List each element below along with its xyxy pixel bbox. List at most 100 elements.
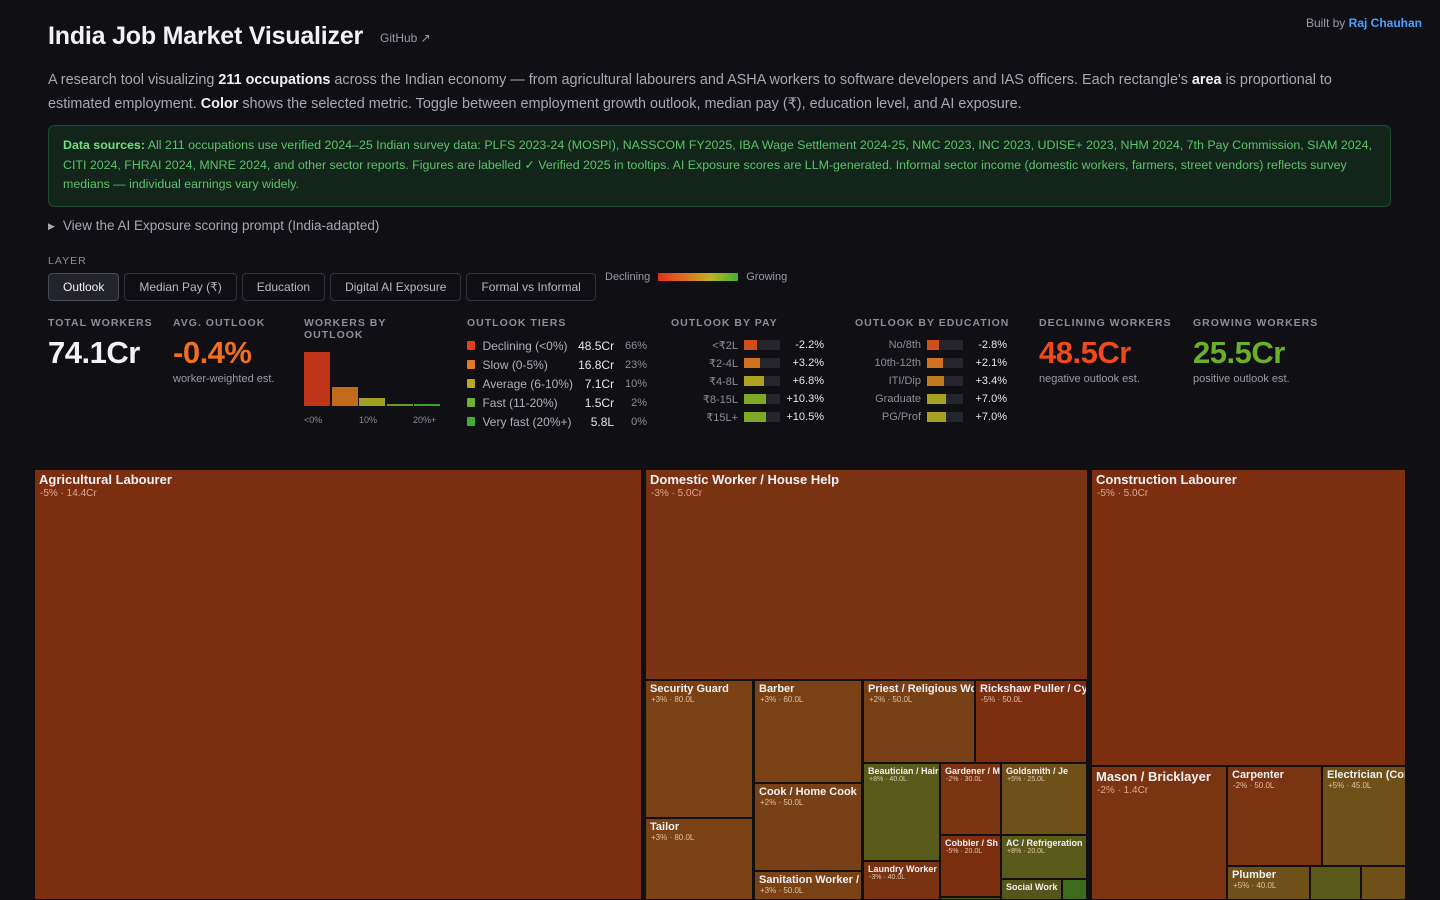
breakdown-row: Graduate +7.0% — [855, 390, 1007, 408]
treemap-cell[interactable]: Priest / Religious Wo +2% · 50.0L — [863, 680, 975, 763]
treemap-cell-title: Construction Labourer — [1096, 472, 1237, 487]
stat-growing-workers: GROWING WORKERS 25.5Cr positive outlook … — [1193, 317, 1318, 385]
treemap-cell[interactable]: Tailor +3% · 80.0L — [645, 818, 753, 900]
treemap-cell[interactable]: Sanitation Worker / +3% · 50.0L — [754, 871, 862, 900]
treemap-cell[interactable]: Construction Labourer -5% · 5.0Cr — [1091, 469, 1406, 766]
tier-percent: 2% — [631, 396, 647, 409]
breakdown-fill — [744, 412, 766, 422]
legend-left-label: Declining — [605, 271, 651, 283]
breakdown-track — [744, 376, 780, 386]
breakdown-fill — [927, 394, 946, 404]
breakdown-row: No/8th -2.8% — [855, 336, 1007, 354]
treemap-cell[interactable] — [1310, 866, 1361, 900]
treemap-cell[interactable]: Security Guard +3% · 80.0L — [645, 680, 753, 818]
treemap-cell[interactable]: Mason / Bricklayer -2% · 1.4Cr — [1091, 766, 1227, 900]
histogram-tick: 20%+ — [413, 415, 437, 425]
treemap-cell-title: Electrician (Constr — [1327, 769, 1405, 781]
breakdown-label: ₹15L+ — [706, 411, 738, 424]
stat-label: OUTLOOK BY EDUCATION — [855, 317, 1010, 329]
treemap-cell[interactable]: Rickshaw Puller / Cy -5% · 50.0L — [975, 680, 1087, 763]
treemap-cell[interactable]: Beautician / Hair +8% · 40.0L — [863, 763, 940, 861]
layer-label: LAYER — [48, 255, 87, 267]
histogram-ticks: <0% 10% 20%+ — [304, 415, 444, 427]
github-link[interactable]: GitHub ↗ — [380, 31, 431, 45]
treemap-cell[interactable]: Agricultural Labourer -5% · 14.4Cr — [34, 469, 642, 900]
treemap-cell-title: Cook / Home Cook — [759, 786, 857, 798]
breakdown-track — [927, 394, 963, 404]
stat-label: DECLINING WORKERS — [1039, 317, 1172, 329]
tier-row: Declining (<0%) 48.5Cr 66% — [467, 336, 647, 355]
stat-value: -0.4% — [173, 335, 252, 370]
author-link[interactable]: Raj Chauhan — [1348, 16, 1422, 30]
tier-count: 16.8Cr — [578, 357, 615, 372]
breakdown-label: ITI/Dip — [888, 375, 921, 387]
scoring-prompt-toggle[interactable]: ▶ View the AI Exposure scoring prompt (In… — [48, 218, 379, 233]
tab-formal-informal[interactable]: Formal vs Informal — [466, 273, 596, 301]
education-breakdown: No/8th -2.8% 10th-12th +2.1% ITI/Dip +3.4% Gra… — [855, 336, 1025, 436]
tab-outlook[interactable]: Outlook — [48, 273, 120, 301]
treemap-cell[interactable]: Laundry Worker -3% · 40.0L — [863, 861, 940, 900]
treemap-cell[interactable]: Barber +3% · 60.0L — [754, 680, 862, 783]
breakdown-row: PG/Prof +7.0% — [855, 408, 1007, 426]
stat-outlook-tiers: OUTLOOK TIERS Declining (<0%) 48.5Cr 66% Sl… — [467, 317, 657, 436]
breakdown-track — [927, 358, 963, 368]
intro-bold: Color — [200, 96, 239, 112]
scoring-prompt-label: View the AI Exposure scoring prompt (Ind… — [62, 218, 380, 233]
breakdown-fill — [927, 376, 944, 386]
treemap-cell-title: Security Guard — [650, 683, 729, 695]
stat-declining-workers: DECLINING WORKERS 48.5Cr negative outloo… — [1039, 317, 1172, 385]
treemap-cell-title: Domestic Worker / House Help — [650, 472, 840, 487]
breakdown-row: ₹2-4L +3.2% — [671, 354, 824, 372]
tab-ai-exposure[interactable]: Digital AI Exposure — [330, 273, 462, 301]
treemap-cell[interactable]: Electrician (Constr+5% · 45.0L — [1322, 766, 1406, 866]
tab-median-pay[interactable]: Median Pay (₹) — [124, 273, 237, 301]
intro-bold: area — [1191, 72, 1222, 88]
occupation-treemap: Agricultural Labourer -5% · 14.4Cr Domesti… — [34, 469, 1406, 900]
breakdown-value: +2.1% — [975, 357, 1008, 369]
histogram-tick: 10% — [359, 415, 378, 425]
tier-count: 7.1Cr — [584, 376, 615, 391]
breakdown-value: +10.3% — [786, 393, 824, 405]
breakdown-row: <₹2L -2.2% — [671, 336, 824, 354]
treemap-cell[interactable]: Cobbler / Sh -5% · 20.0L — [940, 835, 1001, 897]
legend-right-label: Growing — [746, 271, 788, 283]
treemap-cell[interactable]: Carpenter -2% · 50.0L — [1227, 766, 1322, 866]
breakdown-value: -2.2% — [795, 339, 824, 351]
treemap-cell-sub: +5% · 40.0L — [1233, 881, 1277, 890]
treemap-cell[interactable] — [1062, 879, 1087, 900]
treemap-cell[interactable]: Plumber +5% · 40.0L — [1227, 866, 1310, 900]
tier-count: 48.5Cr — [578, 338, 615, 353]
treemap-cell-title: Agricultural Labourer — [39, 472, 172, 487]
breakdown-fill — [927, 358, 943, 368]
breakdown-track — [744, 412, 780, 422]
tier-percent: 0% — [631, 415, 647, 428]
treemap-cell-title: Plumber — [1232, 869, 1277, 881]
treemap-cell-title: Beautician / Hair — [868, 766, 939, 776]
tier-percent: 23% — [624, 358, 647, 371]
data-sources-text: All 211 occupations use verified 2024–25… — [63, 138, 1372, 191]
treemap-cell-title: AC / Refrigeration — [1006, 838, 1083, 848]
intro-text: is proportional to estimated employment. — [48, 72, 1332, 112]
treemap-cell[interactable]: AC / Refrigeration +8% · 20.0L — [1001, 835, 1087, 879]
treemap-cell[interactable]: Social Work — [1001, 879, 1062, 900]
treemap-cell[interactable]: Gardener / Mali-2% · 30.0L — [940, 763, 1001, 835]
outlook-histogram — [304, 352, 444, 406]
breakdown-label: PG/Prof — [881, 411, 921, 423]
treemap-cell-sub: +5% · 25.0L — [1007, 776, 1045, 783]
intro-text: A research tool visualizing — [48, 72, 219, 88]
treemap-cell-sub: -2% · 50.0L — [1233, 781, 1275, 790]
treemap-cell-title: Rickshaw Puller / Cy — [980, 683, 1087, 695]
treemap-cell-title: Barber — [759, 683, 795, 695]
treemap-cell[interactable] — [1361, 866, 1406, 900]
intro-paragraph: A research tool visualizing 211 occupati… — [48, 68, 1393, 116]
treemap-cell-sub: +5% · 45.0L — [1328, 781, 1372, 790]
breakdown-fill — [927, 340, 939, 350]
treemap-cell[interactable]: Domestic Worker / House Help -3% · 5.0Cr — [645, 469, 1088, 680]
intro-text: across the Indian economy — from agricul… — [330, 72, 1192, 88]
treemap-cell[interactable]: Cook / Home Cook +2% · 50.0L — [754, 783, 862, 871]
stat-workers-by-outlook: WORKERS BY OUTLOOK <0% 10% 20%+ — [304, 317, 444, 427]
treemap-cell[interactable]: Goldsmith / Je +5% · 25.0L — [1001, 763, 1087, 835]
tier-percent: 66% — [624, 339, 647, 352]
tab-education[interactable]: Education — [241, 273, 326, 301]
stat-outlook-by-pay: OUTLOOK BY PAY <₹2L -2.2% ₹2-4L +3.2% ₹4-8L +… — [671, 317, 841, 436]
